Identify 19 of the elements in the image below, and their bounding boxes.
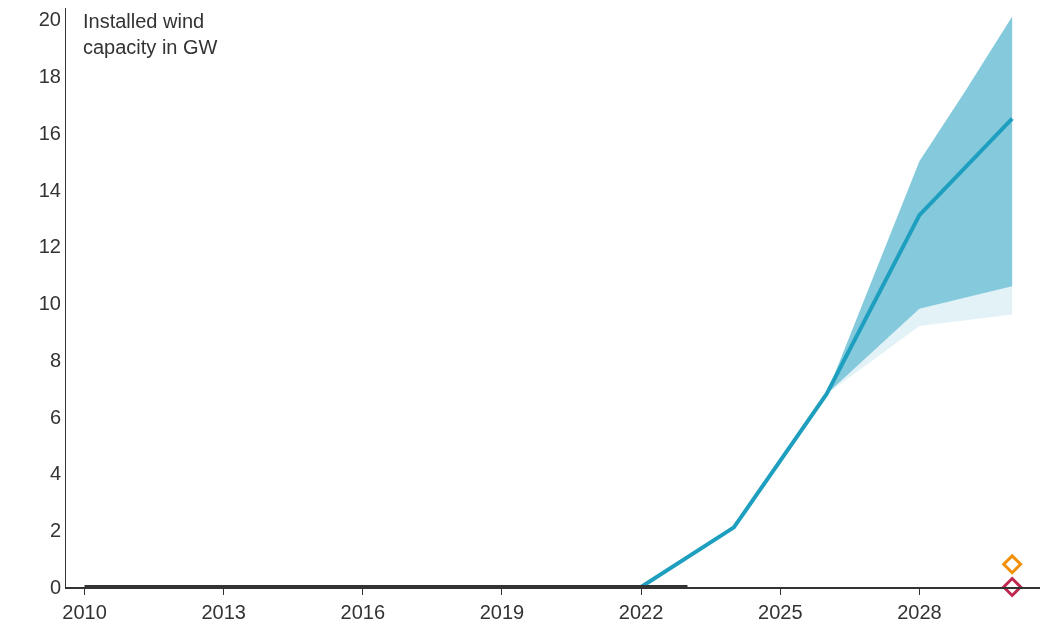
y-tick-label: 0 (49, 576, 61, 598)
x-tick-label: 2028 (897, 601, 942, 623)
y-tick-label: 12 (38, 235, 61, 258)
x-tick-label: 2022 (618, 601, 664, 623)
y-tick-label: 10 (38, 292, 61, 315)
y-tick-label: 4 (49, 462, 61, 485)
x-tick-label: 2010 (62, 601, 107, 623)
y-tick-label: 18 (38, 65, 61, 88)
y-tick-label: 8 (49, 348, 61, 371)
x-tick-label: 2013 (201, 601, 246, 623)
y-tick-label: 6 (49, 405, 61, 428)
y-tick-label: 14 (38, 178, 61, 201)
y-axis-title: Installed wind capacity in GW (83, 10, 218, 58)
x-tick-label: 2025 (758, 601, 803, 623)
y-tick-label: 16 (38, 121, 61, 144)
x-tick-label: 2019 (479, 601, 525, 623)
y-tick-label: 2 (49, 519, 61, 542)
y-tick-label: 20 (38, 8, 61, 31)
x-tick-label: 2016 (340, 601, 386, 623)
